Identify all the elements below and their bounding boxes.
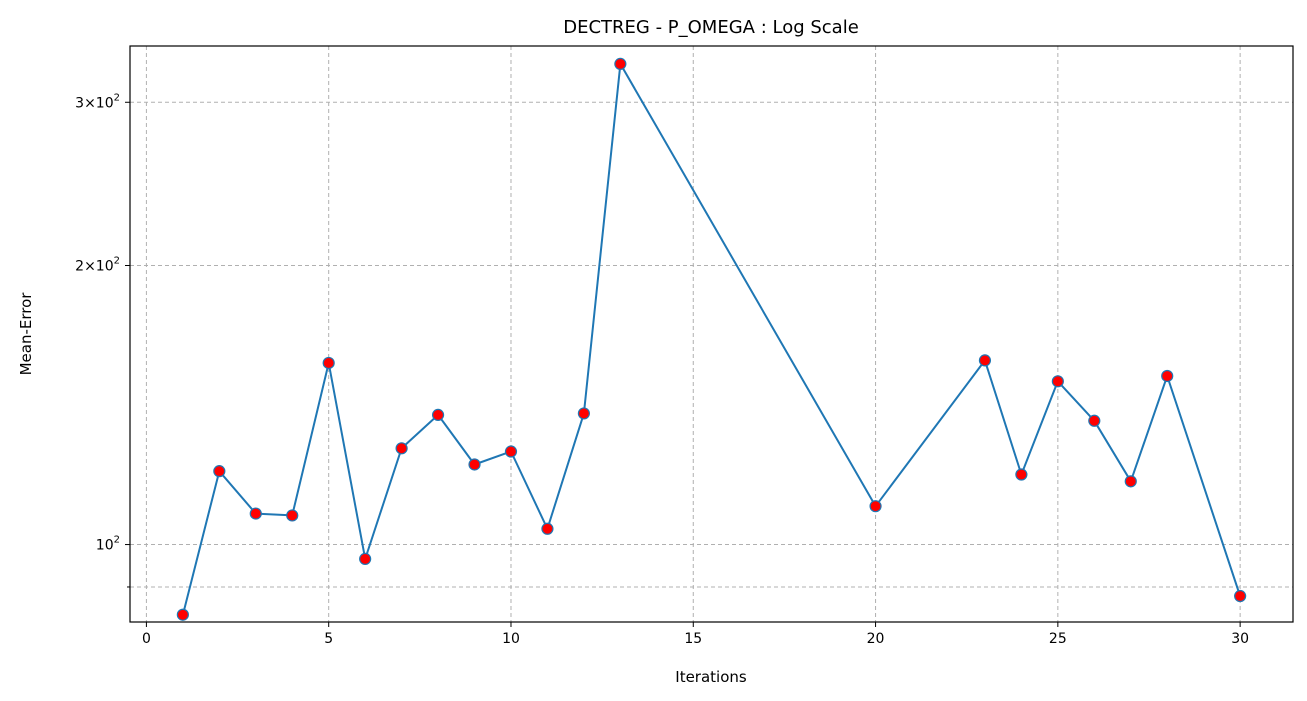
x-tick-label: 10 (502, 631, 520, 647)
x-tick-label: 20 (867, 631, 885, 647)
x-tick-label: 0 (142, 631, 151, 647)
x-axis-label: Iterations (675, 668, 747, 686)
data-point (213, 465, 226, 478)
y-tick-label: 2×102 (75, 256, 120, 275)
data-point (541, 522, 554, 535)
svg-text:102: 102 (96, 535, 120, 554)
x-tick-label: 30 (1231, 631, 1249, 647)
svg-text:2×102: 2×102 (75, 256, 120, 275)
data-point (614, 57, 627, 70)
axis-ticks: 0 5 10 15 20 25 30 102 2×102 3×102 (75, 92, 1249, 647)
y-tick-label: 3×102 (75, 92, 120, 111)
series-line (181, 62, 1242, 615)
data-point (1234, 589, 1247, 603)
plot-frame (129, 45, 1294, 623)
data-point (978, 354, 992, 367)
data-point (1015, 468, 1028, 481)
data-point (359, 552, 372, 565)
data-point (504, 445, 518, 458)
data-series (176, 57, 1247, 621)
data-point (869, 500, 882, 513)
data-point (176, 608, 189, 621)
x-tick-label: 25 (1049, 631, 1067, 647)
data-point (249, 507, 262, 520)
data-point (1161, 369, 1174, 383)
data-point (1088, 414, 1101, 427)
data-point (1124, 475, 1137, 488)
x-tick-label: 5 (324, 631, 333, 647)
data-point (577, 407, 590, 420)
data-point (286, 509, 299, 522)
y-axis-label: Mean-Error (17, 292, 35, 376)
data-point (468, 458, 481, 471)
chart-title: DECTREG - P_OMEGA : Log Scale (563, 17, 859, 38)
data-point (1051, 375, 1064, 388)
svg-text:3×102: 3×102 (75, 92, 120, 111)
x-tick-label: 15 (684, 631, 702, 647)
data-point (431, 408, 445, 421)
y-tick-label: 102 (96, 535, 120, 554)
data-point (395, 442, 408, 455)
data-point (322, 356, 335, 370)
grid-lines (130, 46, 1293, 622)
